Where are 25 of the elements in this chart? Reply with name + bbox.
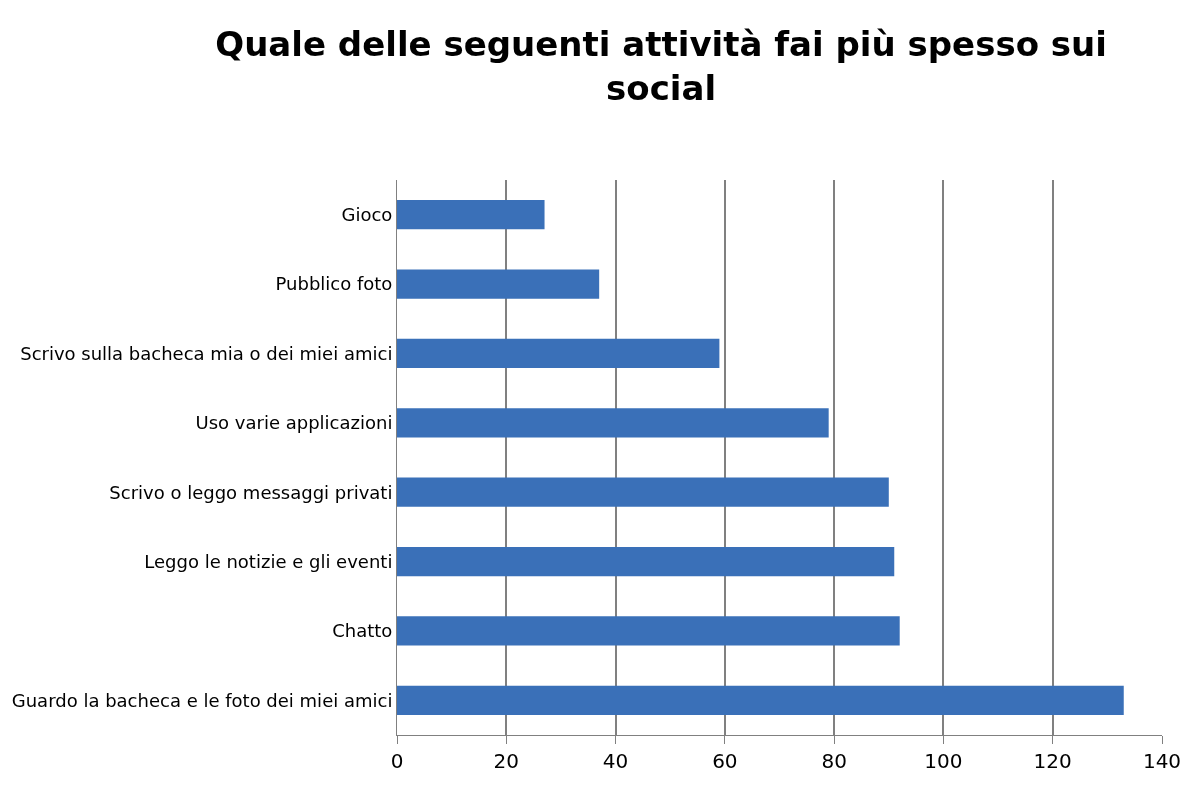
y-tick-label: Scrivo o leggo messaggi privati bbox=[109, 481, 393, 503]
x-tick-label: 0 bbox=[390, 749, 404, 773]
x-tick-label: 60 bbox=[712, 749, 738, 773]
bar bbox=[397, 546, 895, 577]
x-tick-label: 140 bbox=[1142, 749, 1182, 773]
bar bbox=[397, 269, 600, 299]
bar bbox=[397, 685, 1124, 715]
y-tick-label: Pubblico foto bbox=[275, 273, 393, 295]
x-tick-label: 40 bbox=[602, 749, 629, 773]
chart-title: Quale delle seguenti attività fai più spesso sui social bbox=[215, 23, 1107, 108]
x-tick-label: 20 bbox=[493, 749, 520, 773]
y-tick-label: Leggo le notizie e gli eventi bbox=[144, 550, 393, 572]
bar bbox=[397, 477, 889, 507]
y-tick-label: Scrivo sulla bacheca mia o dei miei amici bbox=[20, 342, 393, 364]
x-tick-label: 80 bbox=[821, 749, 847, 773]
x-tick-label: 120 bbox=[1033, 749, 1072, 773]
bar bbox=[397, 616, 900, 646]
x-tick-label: 100 bbox=[924, 749, 963, 773]
y-tick-label: Chatto bbox=[332, 620, 393, 642]
y-tick-label: Gioco bbox=[341, 203, 393, 225]
bar bbox=[397, 200, 545, 230]
bar bbox=[397, 408, 829, 438]
bar bbox=[397, 338, 720, 369]
y-tick-label: Uso varie applicazioni bbox=[195, 412, 393, 434]
y-tick-label: Guardo la bacheca e le foto dei miei amici bbox=[11, 689, 393, 711]
